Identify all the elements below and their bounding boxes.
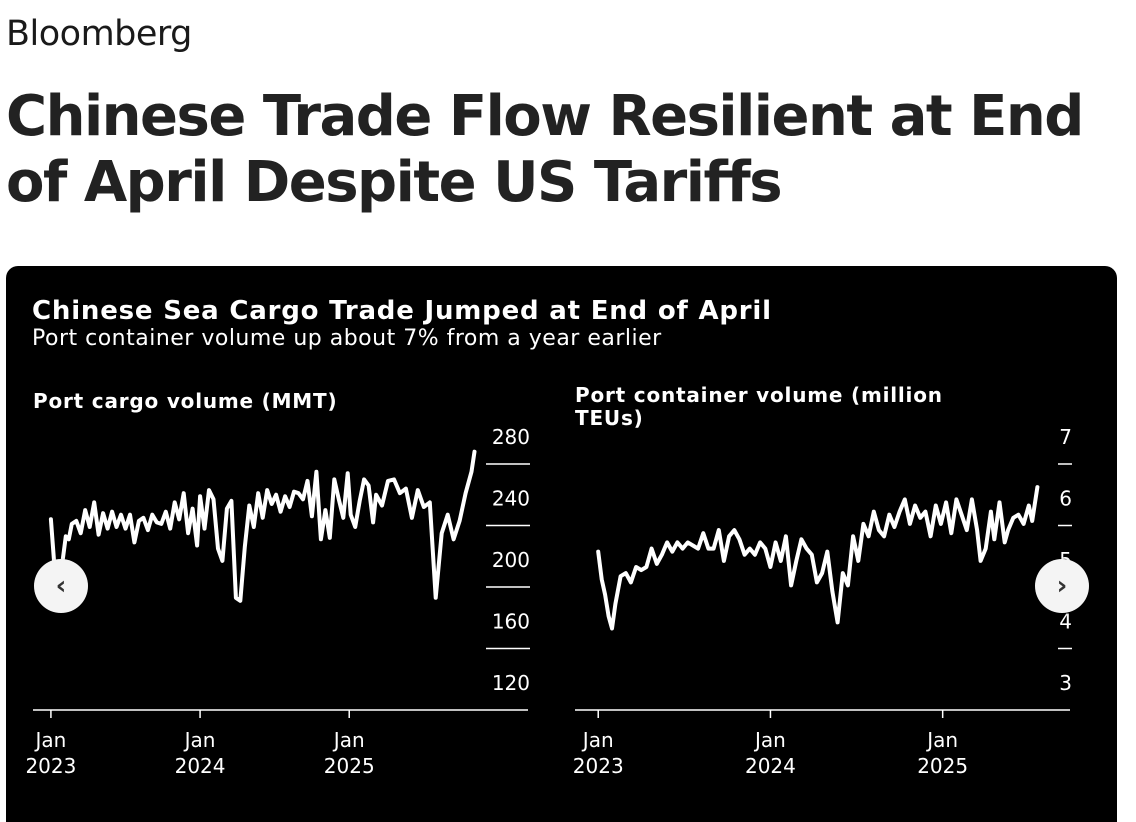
chart-card-title: Chinese Sea Cargo Trade Jumped at End of… xyxy=(32,296,772,326)
carousel-prev-button[interactable]: ‹ xyxy=(34,559,88,613)
chevron-left-icon: ‹ xyxy=(55,571,67,601)
chart-2-ytick-label: 4 xyxy=(1059,610,1072,634)
chart-1-xtick-label: Jan 2024 xyxy=(175,728,226,778)
chart-card: Chinese Sea Cargo Trade Jumped at End of… xyxy=(6,266,1117,822)
chart-1-xtick-label: Jan 2025 xyxy=(324,728,375,778)
charts-svg: Port cargo volume (MMT) 280 240 200 160 120 Ja… xyxy=(25,383,1072,778)
chart-2-ytick-label: 3 xyxy=(1059,671,1072,695)
chart-2-title: Port container volume (million TEUs) xyxy=(575,383,943,430)
chart-1-ytick-label: 240 xyxy=(492,487,530,511)
article-headline: Chinese Trade Flow Resilient at End of A… xyxy=(6,84,1084,215)
chart-1-series-line xyxy=(48,449,477,606)
chart-2-xtick-label: Jan 2024 xyxy=(745,728,796,778)
chart-2-ytick-label: 6 xyxy=(1059,487,1072,511)
chart-2-ytick-label: 7 xyxy=(1059,425,1072,449)
chart-card-subtitle: Port container volume up about 7% from a… xyxy=(32,326,662,351)
brand-logo: Bloomberg xyxy=(6,14,192,54)
chart-1-ytick-label: 120 xyxy=(492,671,530,695)
chart-1-xtick-label: Jan 2023 xyxy=(25,728,76,778)
chart-2-xtick-label: Jan 2025 xyxy=(917,728,968,778)
chart-2-xtick-label: Jan 2023 xyxy=(573,728,624,778)
chart-2-series-line xyxy=(596,485,1040,631)
chart-1-ytick-label: 160 xyxy=(492,610,530,634)
carousel-next-button[interactable]: › xyxy=(1035,559,1089,613)
chart-1-ytick-label: 200 xyxy=(492,548,530,572)
chart-1-ytick-label: 280 xyxy=(492,425,530,449)
chevron-right-icon: › xyxy=(1056,571,1068,601)
chart-1-title: Port cargo volume (MMT) xyxy=(33,389,337,413)
